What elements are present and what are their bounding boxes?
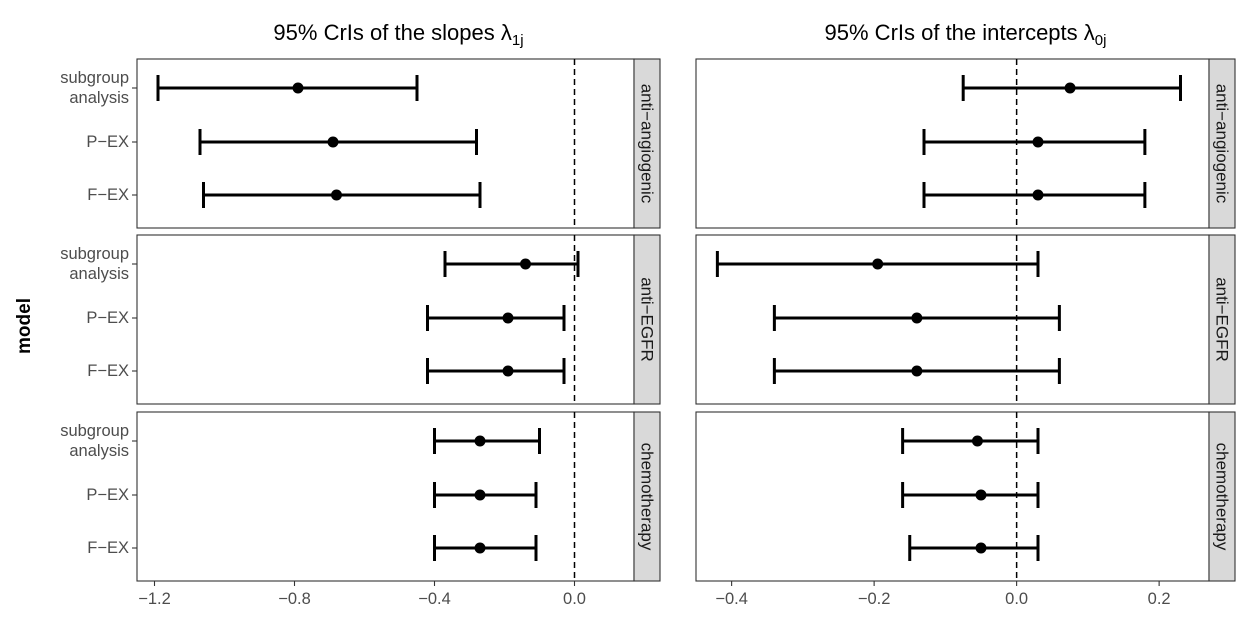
- y-tick-label: subgroup: [60, 245, 129, 263]
- column-title-text: 95% CrIs of the intercepts λ: [825, 20, 1095, 45]
- panel-border: [136, 411, 635, 582]
- facet-panel-1-1: anti−angiogenic subgroup analysis P−EX F−EX: [60, 58, 661, 229]
- point-estimate: [474, 489, 486, 501]
- column-title-subscript: 0j: [1095, 32, 1107, 49]
- point-estimate: [911, 312, 923, 324]
- facet-strip-label: chemotherapy: [638, 443, 657, 551]
- y-tick-label: P−EX: [86, 486, 129, 504]
- facet-panel-1-3: chemotherapy subgroup analysis P−EX F−EX: [60, 411, 661, 582]
- point-estimate: [327, 136, 339, 148]
- facet-strip: [633, 411, 661, 582]
- facet-strip: [633, 58, 661, 229]
- column-title-2: 95% CrIs of the intercepts λ0j: [825, 20, 1107, 49]
- facet-panel-2-1: anti−angiogenic: [695, 58, 1236, 229]
- point-estimate: [292, 82, 304, 94]
- x-tick-label: −0.8: [278, 590, 311, 608]
- facet-strip-label: anti−angiogenic: [1213, 84, 1232, 204]
- point-estimate: [502, 365, 514, 377]
- y-tick-label: P−EX: [86, 133, 129, 151]
- facet-strip-label: chemotherapy: [1213, 443, 1232, 551]
- facet-panel-2-3: chemotherapy: [695, 411, 1236, 582]
- column-title-text: 95% CrIs of the slopes λ: [273, 20, 511, 45]
- column-title-subscript: 1j: [512, 32, 524, 49]
- x-tick-label: 0.0: [1005, 590, 1028, 608]
- point-estimate: [872, 258, 884, 270]
- point-estimate: [1064, 82, 1076, 94]
- y-tick-label: analysis: [69, 265, 129, 283]
- facet-strip: [1208, 58, 1236, 229]
- point-estimate: [975, 489, 987, 501]
- facet-strip-label: anti−EGFR: [1213, 277, 1232, 362]
- point-estimate: [331, 189, 342, 201]
- y-tick-label: F−EX: [87, 186, 129, 204]
- y-tick-label: F−EX: [87, 539, 129, 557]
- y-tick-label: subgroup: [60, 422, 129, 440]
- x-tick-label: −1.2: [138, 590, 171, 608]
- facet-strip: [1208, 411, 1236, 582]
- y-tick-label: analysis: [69, 442, 129, 460]
- point-estimate: [474, 435, 486, 447]
- x-tick-label: −0.4: [715, 590, 748, 608]
- point-estimate: [975, 542, 987, 554]
- y-axis-title: model: [14, 298, 35, 354]
- y-tick-label: P−EX: [86, 309, 129, 327]
- facet-strip-label: anti−EGFR: [638, 277, 657, 362]
- facet-strip-label: anti−angiogenic: [638, 84, 657, 204]
- point-estimate: [502, 312, 514, 324]
- point-estimate: [474, 542, 486, 554]
- x-tick-label: −0.2: [858, 590, 891, 608]
- column-title-1: 95% CrIs of the slopes λ1j: [273, 20, 523, 49]
- facet-panel-1-2: anti−EGFR subgroup analysis P−EX F−EX: [60, 234, 661, 405]
- x-tick-label: −0.4: [418, 590, 451, 608]
- point-estimate: [971, 435, 983, 447]
- facet-strip: [1208, 234, 1236, 405]
- point-estimate: [520, 258, 531, 270]
- x-tick-label: 0.2: [1148, 590, 1171, 608]
- x-tick-label: 0.0: [563, 590, 586, 608]
- facet-panel-2-2: anti−EGFR: [695, 234, 1236, 405]
- point-estimate: [911, 365, 923, 377]
- y-tick-label: subgroup: [60, 69, 129, 87]
- point-estimate: [1032, 189, 1044, 201]
- y-tick-label: F−EX: [87, 362, 129, 380]
- point-estimate: [1032, 136, 1044, 148]
- y-tick-label: analysis: [69, 89, 129, 107]
- facet-strip: [633, 234, 661, 405]
